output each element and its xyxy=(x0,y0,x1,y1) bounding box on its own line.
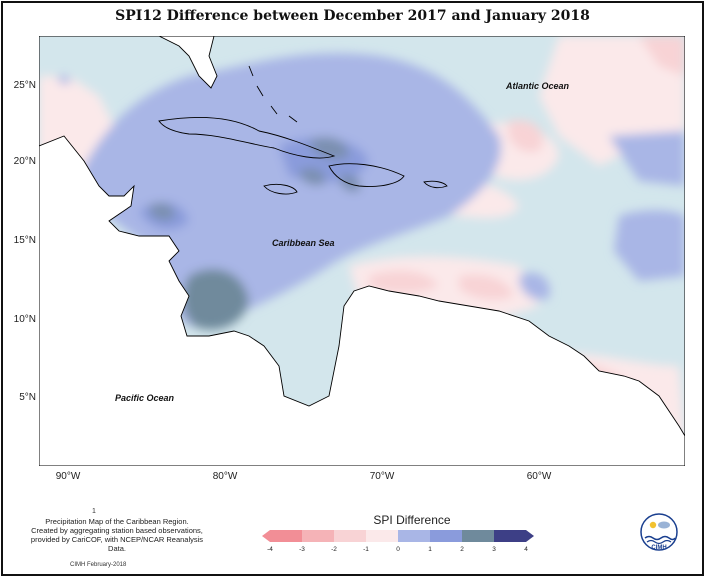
lon-label-80w: 80°W xyxy=(212,471,238,482)
legend-colorbar xyxy=(262,530,534,542)
lat-label-5n: 5°N xyxy=(19,392,36,403)
cloud-icon xyxy=(658,521,670,529)
caption-line: Precipitation Map of the Caribbean Regio… xyxy=(45,517,189,526)
legend-cell xyxy=(430,530,462,542)
legend-tick-label: 3 xyxy=(492,546,496,553)
map-caption: Precipitation Map of the Caribbean Regio… xyxy=(22,517,212,553)
sun-icon xyxy=(649,521,657,529)
lon-label-60w: 60°W xyxy=(526,471,552,482)
legend-cell xyxy=(334,530,366,542)
wave-icon xyxy=(644,535,676,541)
legend-title: SPI Difference xyxy=(373,513,451,527)
map-area xyxy=(39,36,685,466)
caption-line: provided by CariCOF, with NCEP/NCAR Rean… xyxy=(30,535,204,553)
legend-cell xyxy=(270,530,302,542)
lat-label-25n: 25°N xyxy=(13,80,36,91)
lon-label-90w: 90°W xyxy=(55,471,81,482)
cimh-logo xyxy=(640,513,678,551)
legend-cell xyxy=(398,530,430,542)
legend-cell xyxy=(494,530,526,542)
map-title: SPI12 Difference between December 2017 a… xyxy=(115,8,590,24)
figure-mark: 1 xyxy=(92,508,96,515)
legend-cell xyxy=(302,530,334,542)
land-polygons xyxy=(39,36,685,466)
logo-text: CIMH xyxy=(651,545,667,551)
legend-tick-label: -3 xyxy=(299,546,305,553)
lat-label-15n: 15°N xyxy=(13,235,36,246)
legend-tick-label: -2 xyxy=(331,546,337,553)
legend-tick-label: 0 xyxy=(396,546,400,553)
legend-tick-label: 2 xyxy=(460,546,464,553)
lon-label-70w: 70°W xyxy=(369,471,395,482)
legend-cell xyxy=(462,530,494,542)
legend-arrow-left xyxy=(262,530,270,542)
legend-tick-label: -1 xyxy=(363,546,369,553)
caption-line: Created by aggregating station based obs… xyxy=(31,526,203,535)
legend-tick-label: 1 xyxy=(428,546,432,553)
lat-label-20n: 20°N xyxy=(13,156,36,167)
legend-arrow-right xyxy=(526,530,534,542)
lat-label-10n: 10°N xyxy=(13,314,36,325)
legend-cell xyxy=(366,530,398,542)
caribbean-sea-label: Caribbean Sea xyxy=(272,238,335,248)
pacific-ocean-label: Pacific Ocean xyxy=(115,393,175,403)
atlantic-ocean-label: Atlantic Ocean xyxy=(506,81,570,91)
spi-difference-map xyxy=(39,36,685,466)
legend-tick-label: -4 xyxy=(267,546,273,553)
credit-text: CIMH February-2018 xyxy=(70,562,127,568)
legend-tick-label: 4 xyxy=(524,546,528,553)
